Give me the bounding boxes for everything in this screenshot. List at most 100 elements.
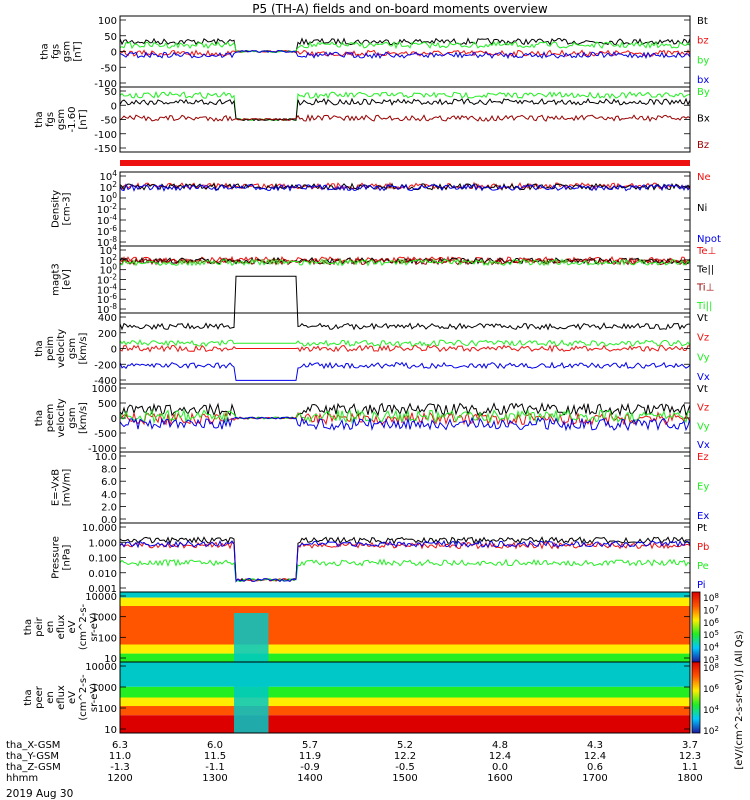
x-axis-value: 0.6	[587, 762, 603, 773]
legend-Vy: Vy	[697, 352, 710, 363]
legend-Ti⊥: Ti⊥	[696, 283, 714, 294]
y-axis-label: magt3	[51, 263, 62, 296]
legend-By: By	[697, 87, 710, 98]
trace-peim_velocity-Vt	[119, 275, 690, 331]
panel-frame	[119, 522, 691, 593]
y-tick-label: -50	[101, 63, 117, 74]
y-axis-label: (cm^2-s-	[78, 674, 89, 721]
colorbar	[691, 591, 701, 663]
y-axis-label: (cm^2-s-	[78, 603, 89, 650]
y-axis-label: peem	[45, 404, 56, 432]
panel-peer_spectrogram: 108 106 104 102 10000 1000 100 10 tha peer en eflux…	[23, 661, 719, 737]
colorbar-tick: 106	[703, 617, 719, 629]
spectrogram-band	[120, 644, 690, 654]
colorbar-tick: 104	[703, 704, 719, 716]
trace-fgs-Bt	[119, 37, 691, 53]
trace-peim_velocity-Vx	[119, 361, 691, 381]
y-tick-label: -100	[94, 130, 117, 141]
y-tick-label: 0	[111, 345, 117, 356]
y-tick-label: 100	[98, 704, 117, 715]
y-tick-label: -400	[94, 376, 117, 387]
x-axis-value: 6.3	[112, 740, 128, 751]
legend-Vt: Vt	[697, 313, 708, 324]
panel-peem_velocity: 1000 500 0 -500 -1000 tha peem velocity gsm [km/s…	[34, 383, 710, 455]
y-axis-label: [cm-3]	[62, 192, 73, 225]
trace-density-Npot	[119, 183, 691, 192]
y-tick-label: 10-4	[97, 282, 117, 296]
x-axis-value: 12.2	[394, 751, 416, 762]
trace-peem_velocity-Vy	[119, 408, 691, 425]
x-axis-row-label: tha_X-GSM	[6, 740, 60, 751]
x-axis-value: 1800	[677, 773, 702, 784]
red-status-bar	[120, 160, 690, 166]
trace-pressure-Pi	[119, 539, 691, 583]
trace-pressure-Pe	[119, 558, 691, 583]
y-tick-label: 8.0	[101, 465, 117, 476]
spectrogram-band	[120, 662, 690, 687]
x-axis-value: 1300	[202, 773, 227, 784]
panel-frame	[119, 171, 691, 247]
colorbar-tick: 104	[703, 642, 719, 654]
y-tick-label: 0	[111, 414, 117, 425]
panel-fgs_gse: 50 0 -50 -100 -150 tha fgs gsm -1.60 [nT] By Bx Bz	[34, 86, 710, 155]
legend-Ez: Ez	[697, 452, 709, 463]
y-axis-label: fgs	[45, 112, 56, 127]
x-axis-value: -0.9	[300, 762, 320, 773]
y-axis-label: [km/s]	[78, 332, 89, 364]
y-tick-label: 104	[99, 243, 117, 257]
y-tick-label: 10-2	[97, 273, 117, 287]
y-axis-label: en	[45, 691, 56, 704]
legend-Vz: Vz	[697, 403, 709, 414]
legend-Vz: Vz	[697, 333, 709, 344]
y-tick-label: 1000	[92, 683, 117, 694]
trace-peem_velocity-Vx	[119, 416, 691, 432]
trace-fgs-by	[119, 40, 691, 53]
y-tick-label: 10.0	[95, 452, 117, 463]
x-axis-value: 11.9	[299, 751, 321, 762]
y-tick-label: 0	[111, 48, 117, 59]
y-axis-label: velocity	[56, 398, 67, 437]
x-axis-value: 0.0	[492, 762, 508, 773]
y-tick-label: 500	[98, 399, 117, 410]
x-axis-value: 4.8	[492, 740, 508, 751]
y-axis-label: peer	[34, 685, 45, 709]
y-axis-label: sr-eV)	[89, 683, 100, 712]
y-tick-label: 0.0	[101, 515, 117, 526]
x-axis-value: 1500	[392, 773, 417, 784]
y-tick-label: 10-4	[97, 213, 117, 227]
y-tick-label: 0.100	[88, 554, 117, 565]
legend-Te⊥: Te⊥	[696, 246, 716, 257]
y-axis-label: Pressure	[51, 536, 62, 579]
y-tick-label: 10.000	[82, 523, 117, 534]
y-axis-label: peim	[45, 336, 56, 361]
x-axis-value: 1200	[107, 773, 132, 784]
colorbar-tick: 108	[703, 592, 719, 604]
y-tick-label: 100	[99, 263, 117, 277]
y-axis-label: tha	[34, 410, 45, 426]
y-tick-label: 100	[98, 16, 117, 27]
spectrogram-band	[120, 606, 690, 645]
x-axis-value: 1700	[582, 773, 607, 784]
x-axis-value: 1.1	[682, 762, 698, 773]
trace-peem_velocity-Vt	[119, 401, 691, 420]
x-axis-value: 12.4	[584, 751, 606, 762]
spectrogram-band	[120, 597, 690, 606]
x-axis-value: -0.5	[395, 762, 415, 773]
y-tick-label: 6.0	[101, 477, 117, 488]
legend-Bx: Bx	[697, 114, 710, 125]
x-axis-value: 12.3	[679, 751, 701, 762]
date-label: 2019 Aug 30	[6, 788, 73, 800]
x-axis-row-label: tha_Z-GSM	[6, 762, 61, 773]
panel-peim_velocity: 400 200 0 -200 -400 tha peim velocity gsm [km/s] V…	[34, 275, 710, 387]
y-tick-label: 102	[99, 253, 117, 267]
legend-Vt: Vt	[697, 384, 708, 395]
x-axis-value: 11.0	[109, 751, 131, 762]
legend-Npot: Npot	[697, 234, 721, 245]
spectrogram-band	[120, 706, 690, 716]
y-axis-label: tha	[23, 619, 34, 635]
x-axis-value: 3.7	[682, 740, 698, 751]
trace-peim_velocity-Vz	[119, 344, 691, 353]
spectrogram-band	[120, 686, 690, 698]
